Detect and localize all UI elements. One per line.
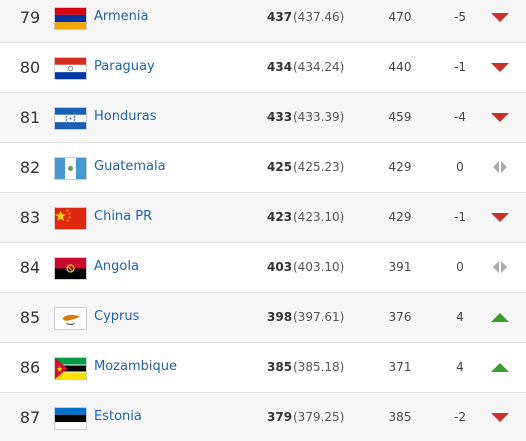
rank: 80 bbox=[19, 58, 41, 77]
table-row: 81 Honduras 433 (433.39) 459 -4 bbox=[0, 93, 526, 143]
change-arrow bbox=[493, 261, 507, 273]
points-exact: (385.18) bbox=[293, 360, 345, 374]
points: 398 bbox=[267, 310, 293, 324]
flag-icon bbox=[54, 107, 87, 130]
previous-points: 470 bbox=[388, 10, 412, 24]
country-link[interactable]: Cyprus bbox=[94, 309, 140, 324]
table-row: 85 Cyprus 398 (397.61) 376 4 bbox=[0, 293, 526, 343]
change-arrow bbox=[491, 13, 509, 22]
rank: 86 bbox=[19, 358, 41, 377]
rank-change: 4 bbox=[456, 310, 464, 324]
points: 433 bbox=[267, 110, 293, 124]
rank-change: -1 bbox=[454, 210, 466, 224]
previous-points: 385 bbox=[388, 410, 412, 424]
previous-points: 459 bbox=[388, 110, 412, 124]
points-exact: (423.10) bbox=[293, 210, 345, 224]
previous-points: 391 bbox=[388, 260, 412, 274]
table-row: 83 China PR 423 (423.10) 429 -1 bbox=[0, 193, 526, 243]
points-exact: (433.39) bbox=[293, 110, 345, 124]
rank-change: 0 bbox=[456, 160, 464, 174]
rank-change: -2 bbox=[454, 410, 466, 424]
points-exact: (379.25) bbox=[293, 410, 345, 424]
table-row: 82 Guatemala 425 (425.23) 429 0 bbox=[0, 143, 526, 193]
points-exact: (437.46) bbox=[293, 10, 345, 24]
table-row: 86 Mozambique 385 (385.18) 371 4 bbox=[0, 343, 526, 393]
rank-change: 4 bbox=[456, 360, 464, 374]
country-link[interactable]: Mozambique bbox=[94, 359, 177, 374]
country-link[interactable]: Estonia bbox=[94, 409, 142, 424]
country-link[interactable]: Armenia bbox=[94, 9, 149, 24]
country-link[interactable]: Angola bbox=[94, 259, 139, 274]
change-arrow bbox=[493, 161, 507, 173]
change-arrow bbox=[491, 313, 509, 322]
country-link[interactable]: Honduras bbox=[94, 109, 157, 124]
points-exact: (434.24) bbox=[293, 60, 345, 74]
rank: 84 bbox=[19, 258, 41, 277]
points: 437 bbox=[267, 10, 293, 24]
points: 379 bbox=[267, 410, 293, 424]
change-arrow bbox=[491, 213, 509, 222]
flag-icon bbox=[54, 257, 87, 280]
rank: 83 bbox=[19, 208, 41, 227]
rank: 81 bbox=[19, 108, 41, 127]
flag-icon bbox=[54, 157, 87, 180]
previous-points: 429 bbox=[388, 210, 412, 224]
table-row: 79 Armenia 437 (437.46) 470 -5 bbox=[0, 0, 526, 43]
rank-change: -1 bbox=[454, 60, 466, 74]
points-exact: (425.23) bbox=[293, 160, 345, 174]
rank-change: 0 bbox=[456, 260, 464, 274]
points: 425 bbox=[267, 160, 293, 174]
country-link[interactable]: Guatemala bbox=[94, 159, 166, 174]
flag-icon bbox=[54, 207, 87, 230]
points-exact: (403.10) bbox=[293, 260, 345, 274]
table-row: 87 Estonia 379 (379.25) 385 -2 bbox=[0, 393, 526, 441]
rank: 79 bbox=[19, 8, 41, 27]
table-row: 80 Paraguay 434 (434.24) 440 -1 bbox=[0, 43, 526, 93]
points-exact: (397.61) bbox=[293, 310, 345, 324]
country-link[interactable]: Paraguay bbox=[94, 59, 155, 74]
rank-change: -5 bbox=[454, 10, 466, 24]
rank: 82 bbox=[19, 158, 41, 177]
previous-points: 371 bbox=[388, 360, 412, 374]
rank: 87 bbox=[19, 408, 41, 427]
points: 403 bbox=[267, 260, 293, 274]
points: 423 bbox=[267, 210, 293, 224]
points: 385 bbox=[267, 360, 293, 374]
previous-points: 429 bbox=[388, 160, 412, 174]
change-arrow bbox=[491, 363, 509, 372]
table-row: 84 Angola 403 (403.10) 391 0 bbox=[0, 243, 526, 293]
flag-icon bbox=[54, 307, 87, 330]
change-arrow bbox=[491, 413, 509, 422]
flag-icon bbox=[54, 57, 87, 80]
country-link[interactable]: China PR bbox=[94, 209, 153, 224]
points: 434 bbox=[267, 60, 293, 74]
flag-icon bbox=[54, 407, 87, 430]
previous-points: 440 bbox=[388, 60, 412, 74]
flag-icon bbox=[54, 357, 87, 380]
rank: 85 bbox=[19, 308, 41, 327]
flag-icon bbox=[54, 7, 87, 30]
change-arrow bbox=[491, 113, 509, 122]
previous-points: 376 bbox=[388, 310, 412, 324]
change-arrow bbox=[491, 63, 509, 72]
rank-change: -4 bbox=[454, 110, 466, 124]
